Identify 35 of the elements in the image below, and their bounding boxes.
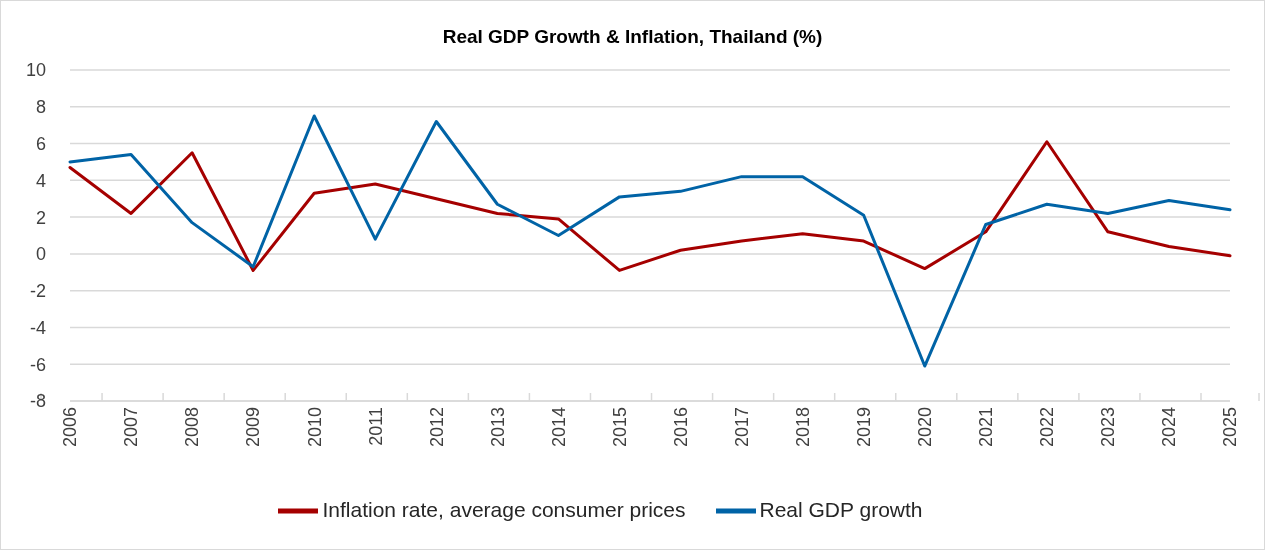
y-tick-label: -6 [29,354,46,375]
y-tick-label: 4 [35,170,46,191]
y-tick-label: 0 [35,244,46,265]
x-tick-label: 2025 [1220,407,1241,448]
x-tick-label: 2021 [976,407,997,448]
x-tick-label: 2006 [60,407,81,448]
x-tick-label: 2017 [731,407,752,448]
y-tick-label: 2 [35,207,46,228]
x-tick-label: 2018 [792,407,813,448]
x-tick-label: 2020 [915,407,936,448]
x-tick-label: 2010 [304,407,325,448]
x-tick-label: 2016 [670,407,691,448]
x-tick-label: 2022 [1037,407,1058,448]
x-tick-label: 2015 [609,407,630,448]
y-tick-label: 6 [35,133,46,154]
x-tick-label: 2011 [365,407,386,446]
y-tick-label: -8 [29,391,46,412]
x-tick-label: 2014 [548,407,569,448]
x-tick-label: 2012 [426,407,447,448]
legend-label: Inflation rate, average consumer prices [322,497,686,521]
x-tick-label: 2008 [182,407,203,448]
x-tick-label: 2023 [1098,407,1119,448]
x-tick-label: 2024 [1159,407,1180,448]
x-tick-label: 2013 [487,407,508,448]
y-tick-label: -2 [29,281,46,302]
legend-label: Real GDP growth [759,497,923,521]
y-tick-label: 10 [25,60,46,81]
x-tick-label: 2009 [243,407,264,448]
line-series [68,114,1232,368]
y-tick-label: -4 [29,317,46,338]
x-tick-label: 2007 [121,407,142,448]
line-series [68,140,1232,272]
y-tick-label: 8 [35,97,46,118]
chart-title: Real GDP Growth & Inflation, Thailand (%) [441,26,824,48]
x-tick-label: 2019 [853,407,874,448]
